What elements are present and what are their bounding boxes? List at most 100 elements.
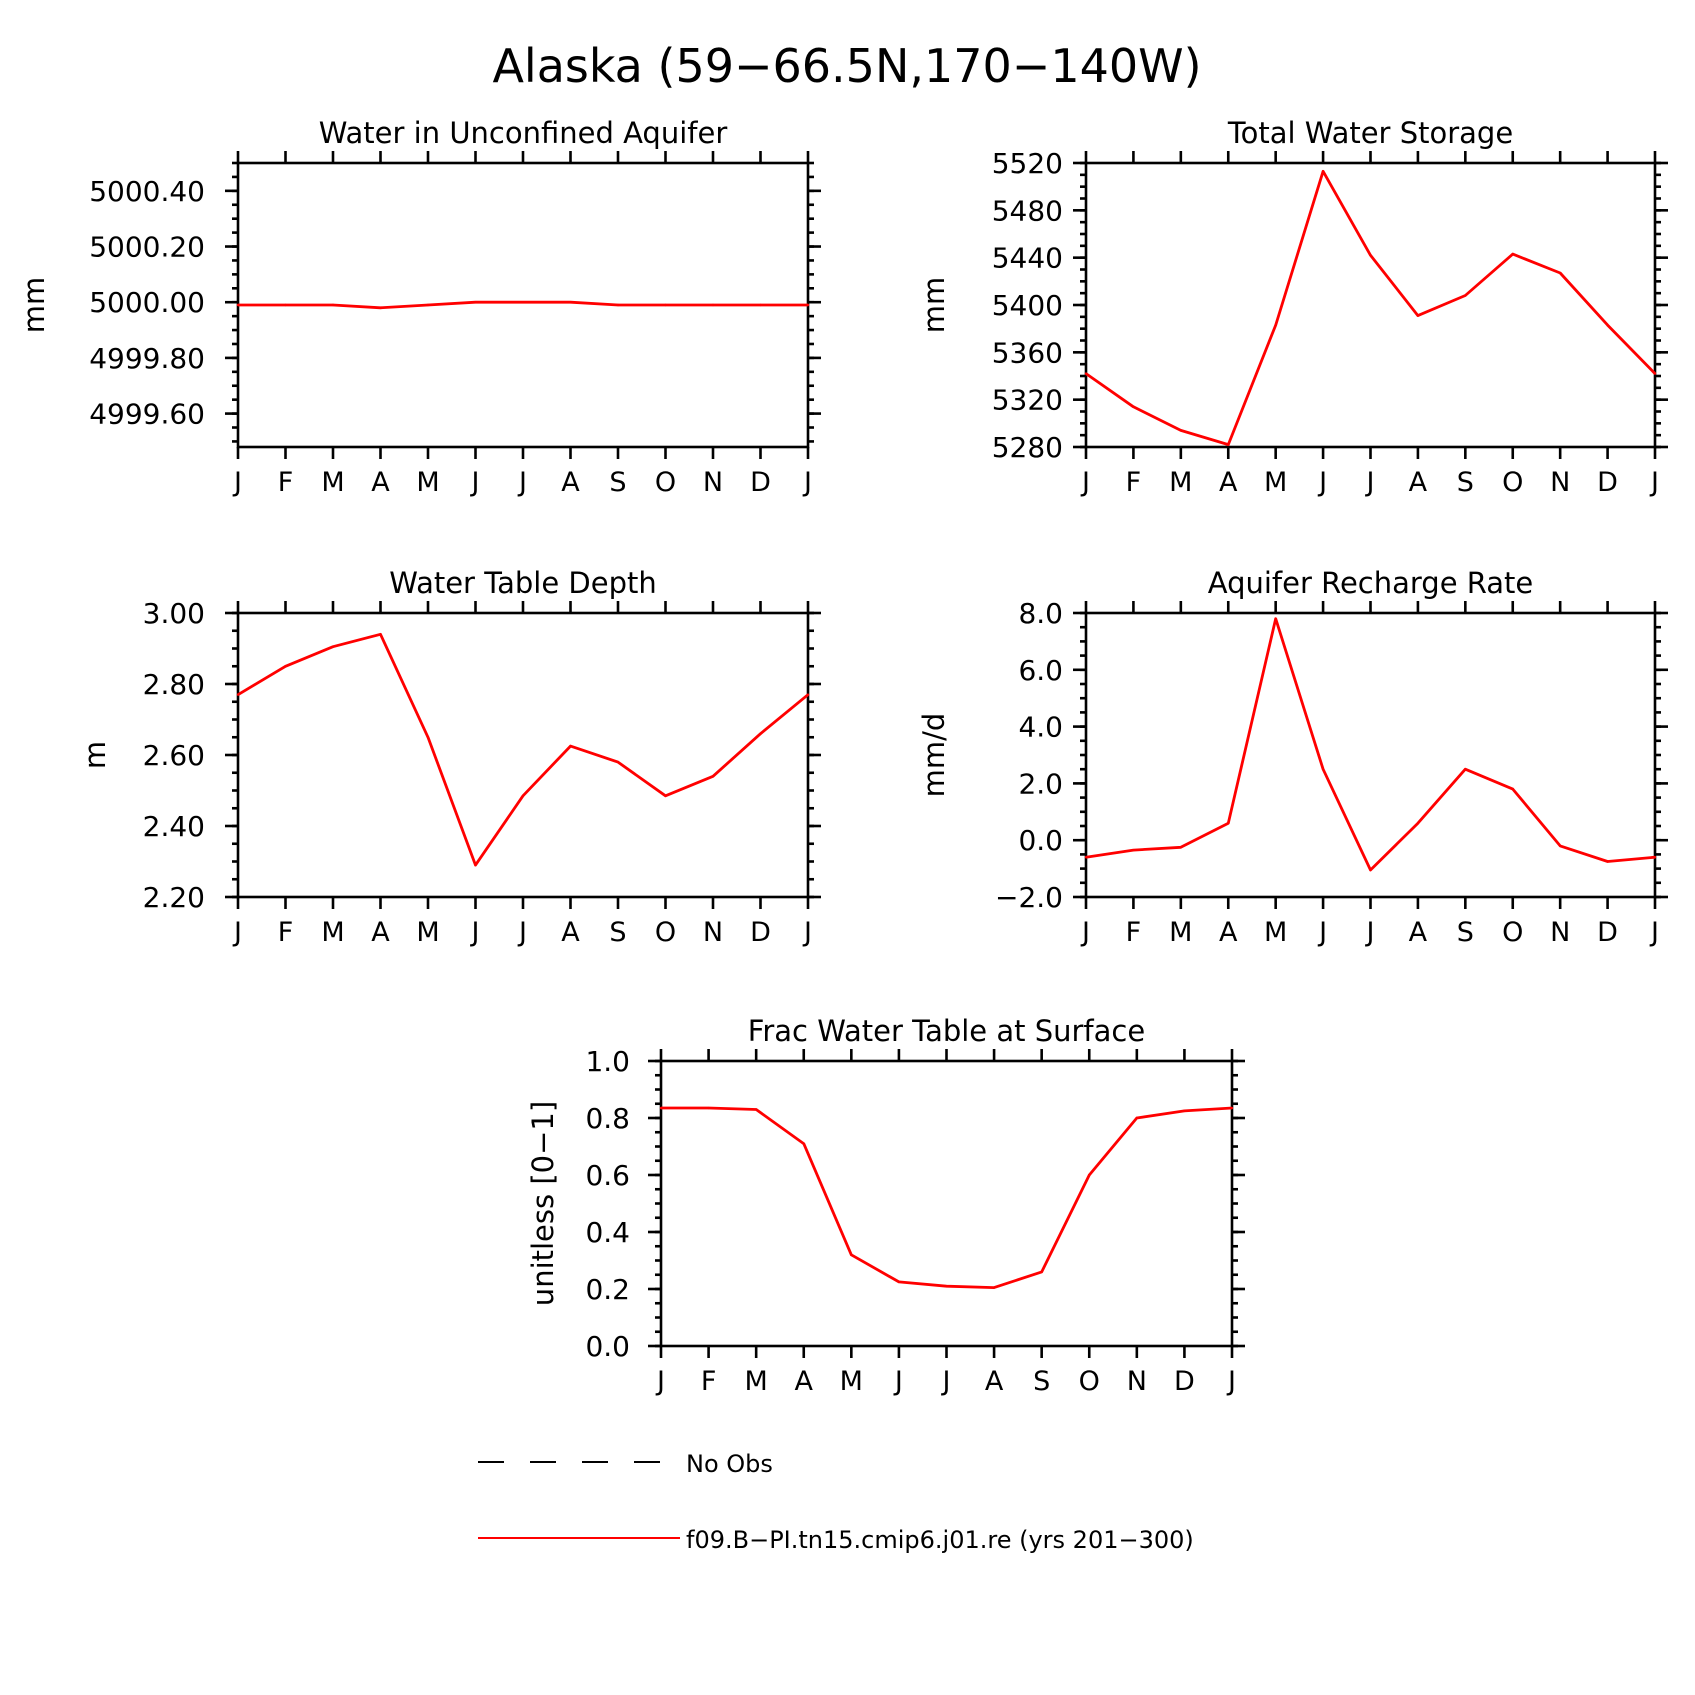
x-tick-label-aquifer: S [609, 467, 626, 498]
x-tick-label-recharge: J [1080, 917, 1090, 948]
panel-title-aquifer: Water in Unconfined Aquifer [319, 116, 728, 150]
data-point-recharge [1084, 856, 1088, 859]
data-point-aquifer [616, 303, 620, 307]
x-tick-label-wtd: J [470, 917, 480, 948]
data-point-recharge [1132, 848, 1135, 852]
y-axis-label-wtd: m [78, 741, 112, 769]
data-point-wtd [616, 760, 620, 764]
x-tick-label-frac: J [941, 1366, 951, 1397]
data-point-aquifer [474, 301, 477, 304]
y-tick-label-recharge: 6.0 [1018, 654, 1063, 687]
y-tick-label-aquifer: 4999.80 [89, 342, 205, 375]
data-point-tws [1321, 170, 1325, 173]
x-tick-label-frac: O [1079, 1366, 1100, 1397]
x-tick-label-aquifer: F [278, 467, 294, 498]
x-tick-label-frac: M [840, 1366, 863, 1397]
x-tick-label-wtd: J [517, 917, 527, 948]
plot-frame-tws [1084, 161, 1657, 449]
x-tick-label-wtd: N [703, 917, 723, 948]
data-point-tws [1132, 405, 1135, 408]
x-tick-label-recharge: O [1502, 917, 1523, 948]
data-point-recharge [1464, 768, 1467, 771]
legend: No Obs f09.B−PI.tn15.cmip6.j01.re (yrs 2… [478, 1450, 1194, 1554]
data-point-aquifer [711, 303, 715, 307]
data-point-aquifer [806, 303, 810, 307]
data-point-aquifer [521, 301, 525, 304]
x-tick-label-aquifer: M [416, 467, 439, 498]
x-tick-label-tws: J [1317, 467, 1327, 498]
x-tick-label-frac: J [893, 1366, 903, 1397]
x-tick-label-frac: A [985, 1366, 1004, 1397]
data-point-frac [1088, 1173, 1091, 1177]
y-tick-label-aquifer: 5000.00 [89, 286, 205, 319]
data-point-aquifer [426, 303, 430, 307]
data-point-tws [1369, 254, 1372, 257]
x-tick-label-frac: N [1127, 1366, 1147, 1397]
data-point-tws [1653, 372, 1657, 375]
data-point-aquifer [569, 301, 572, 304]
data-point-recharge [1227, 821, 1230, 825]
x-tick-label-recharge: J [1317, 917, 1327, 948]
data-point-tws [1558, 271, 1562, 275]
data-point-wtd [474, 863, 477, 867]
x-tick-label-aquifer: N [703, 467, 723, 498]
y-tick-label-aquifer: 5000.20 [89, 231, 205, 264]
data-point-recharge [1653, 856, 1657, 859]
x-tick-label-wtd: S [609, 917, 626, 948]
x-tick-label-tws: D [1597, 467, 1618, 498]
data-point-tws [1179, 429, 1183, 432]
figure-title: Alaska (59−66.5N,170−140W) [492, 39, 1201, 93]
series-line-tws [1085, 169, 1657, 447]
x-tick-label-recharge: A [1219, 917, 1238, 948]
x-tick-label-frac: J [655, 1366, 665, 1397]
y-tick-label-tws: 5480 [992, 194, 1063, 227]
data-point-frac [897, 1280, 901, 1284]
x-tick-label-recharge: J [1365, 917, 1375, 948]
data-point-aquifer [759, 303, 762, 307]
data-point-tws [1274, 323, 1277, 327]
panel-title-wtd: Water Table Depth [389, 566, 657, 600]
x-tick-label-aquifer: J [802, 467, 812, 498]
x-tick-label-frac: J [1226, 1366, 1236, 1397]
data-point-wtd [711, 775, 715, 778]
data-point-frac [850, 1253, 853, 1257]
data-point-wtd [379, 633, 382, 636]
y-tick-label-tws: 5440 [992, 242, 1063, 275]
x-tick-label-wtd: J [802, 917, 812, 948]
plot-frame-wtd [236, 611, 810, 899]
x-tick-label-wtd: D [750, 917, 771, 948]
data-point-tws [1464, 294, 1467, 297]
x-tick-label-tws: N [1550, 467, 1570, 498]
data-point-wtd [236, 693, 240, 696]
y-tick-label-frac: 0.4 [585, 1216, 630, 1249]
x-tick-label-wtd: J [232, 917, 242, 948]
data-point-wtd [664, 794, 667, 798]
y-tick-label-tws: 5520 [992, 147, 1063, 180]
data-point-wtd [426, 736, 430, 739]
data-point-wtd [569, 744, 572, 748]
data-point-recharge [1606, 860, 1609, 863]
data-point-recharge [1274, 617, 1277, 620]
data-point-wtd [806, 693, 810, 696]
data-point-wtd [331, 645, 335, 648]
x-tick-label-tws: M [1169, 467, 1192, 498]
data-point-recharge [1369, 868, 1372, 872]
data-point-wtd [521, 794, 525, 798]
data-point-frac [1040, 1270, 1043, 1274]
series-line-frac [661, 1106, 1233, 1289]
y-tick-label-recharge: −2.0 [995, 881, 1063, 914]
data-point-frac [659, 1106, 663, 1110]
x-tick-label-aquifer: A [371, 467, 390, 498]
data-point-aquifer [331, 303, 335, 307]
x-tick-label-recharge: S [1457, 917, 1474, 948]
y-tick-label-frac: 1.0 [585, 1045, 630, 1078]
y-tick-label-recharge: 4.0 [1018, 711, 1063, 744]
x-tick-label-wtd: M [416, 917, 439, 948]
panel-title-tws: Total Water Storage [1227, 116, 1513, 150]
data-point-aquifer [664, 303, 667, 307]
